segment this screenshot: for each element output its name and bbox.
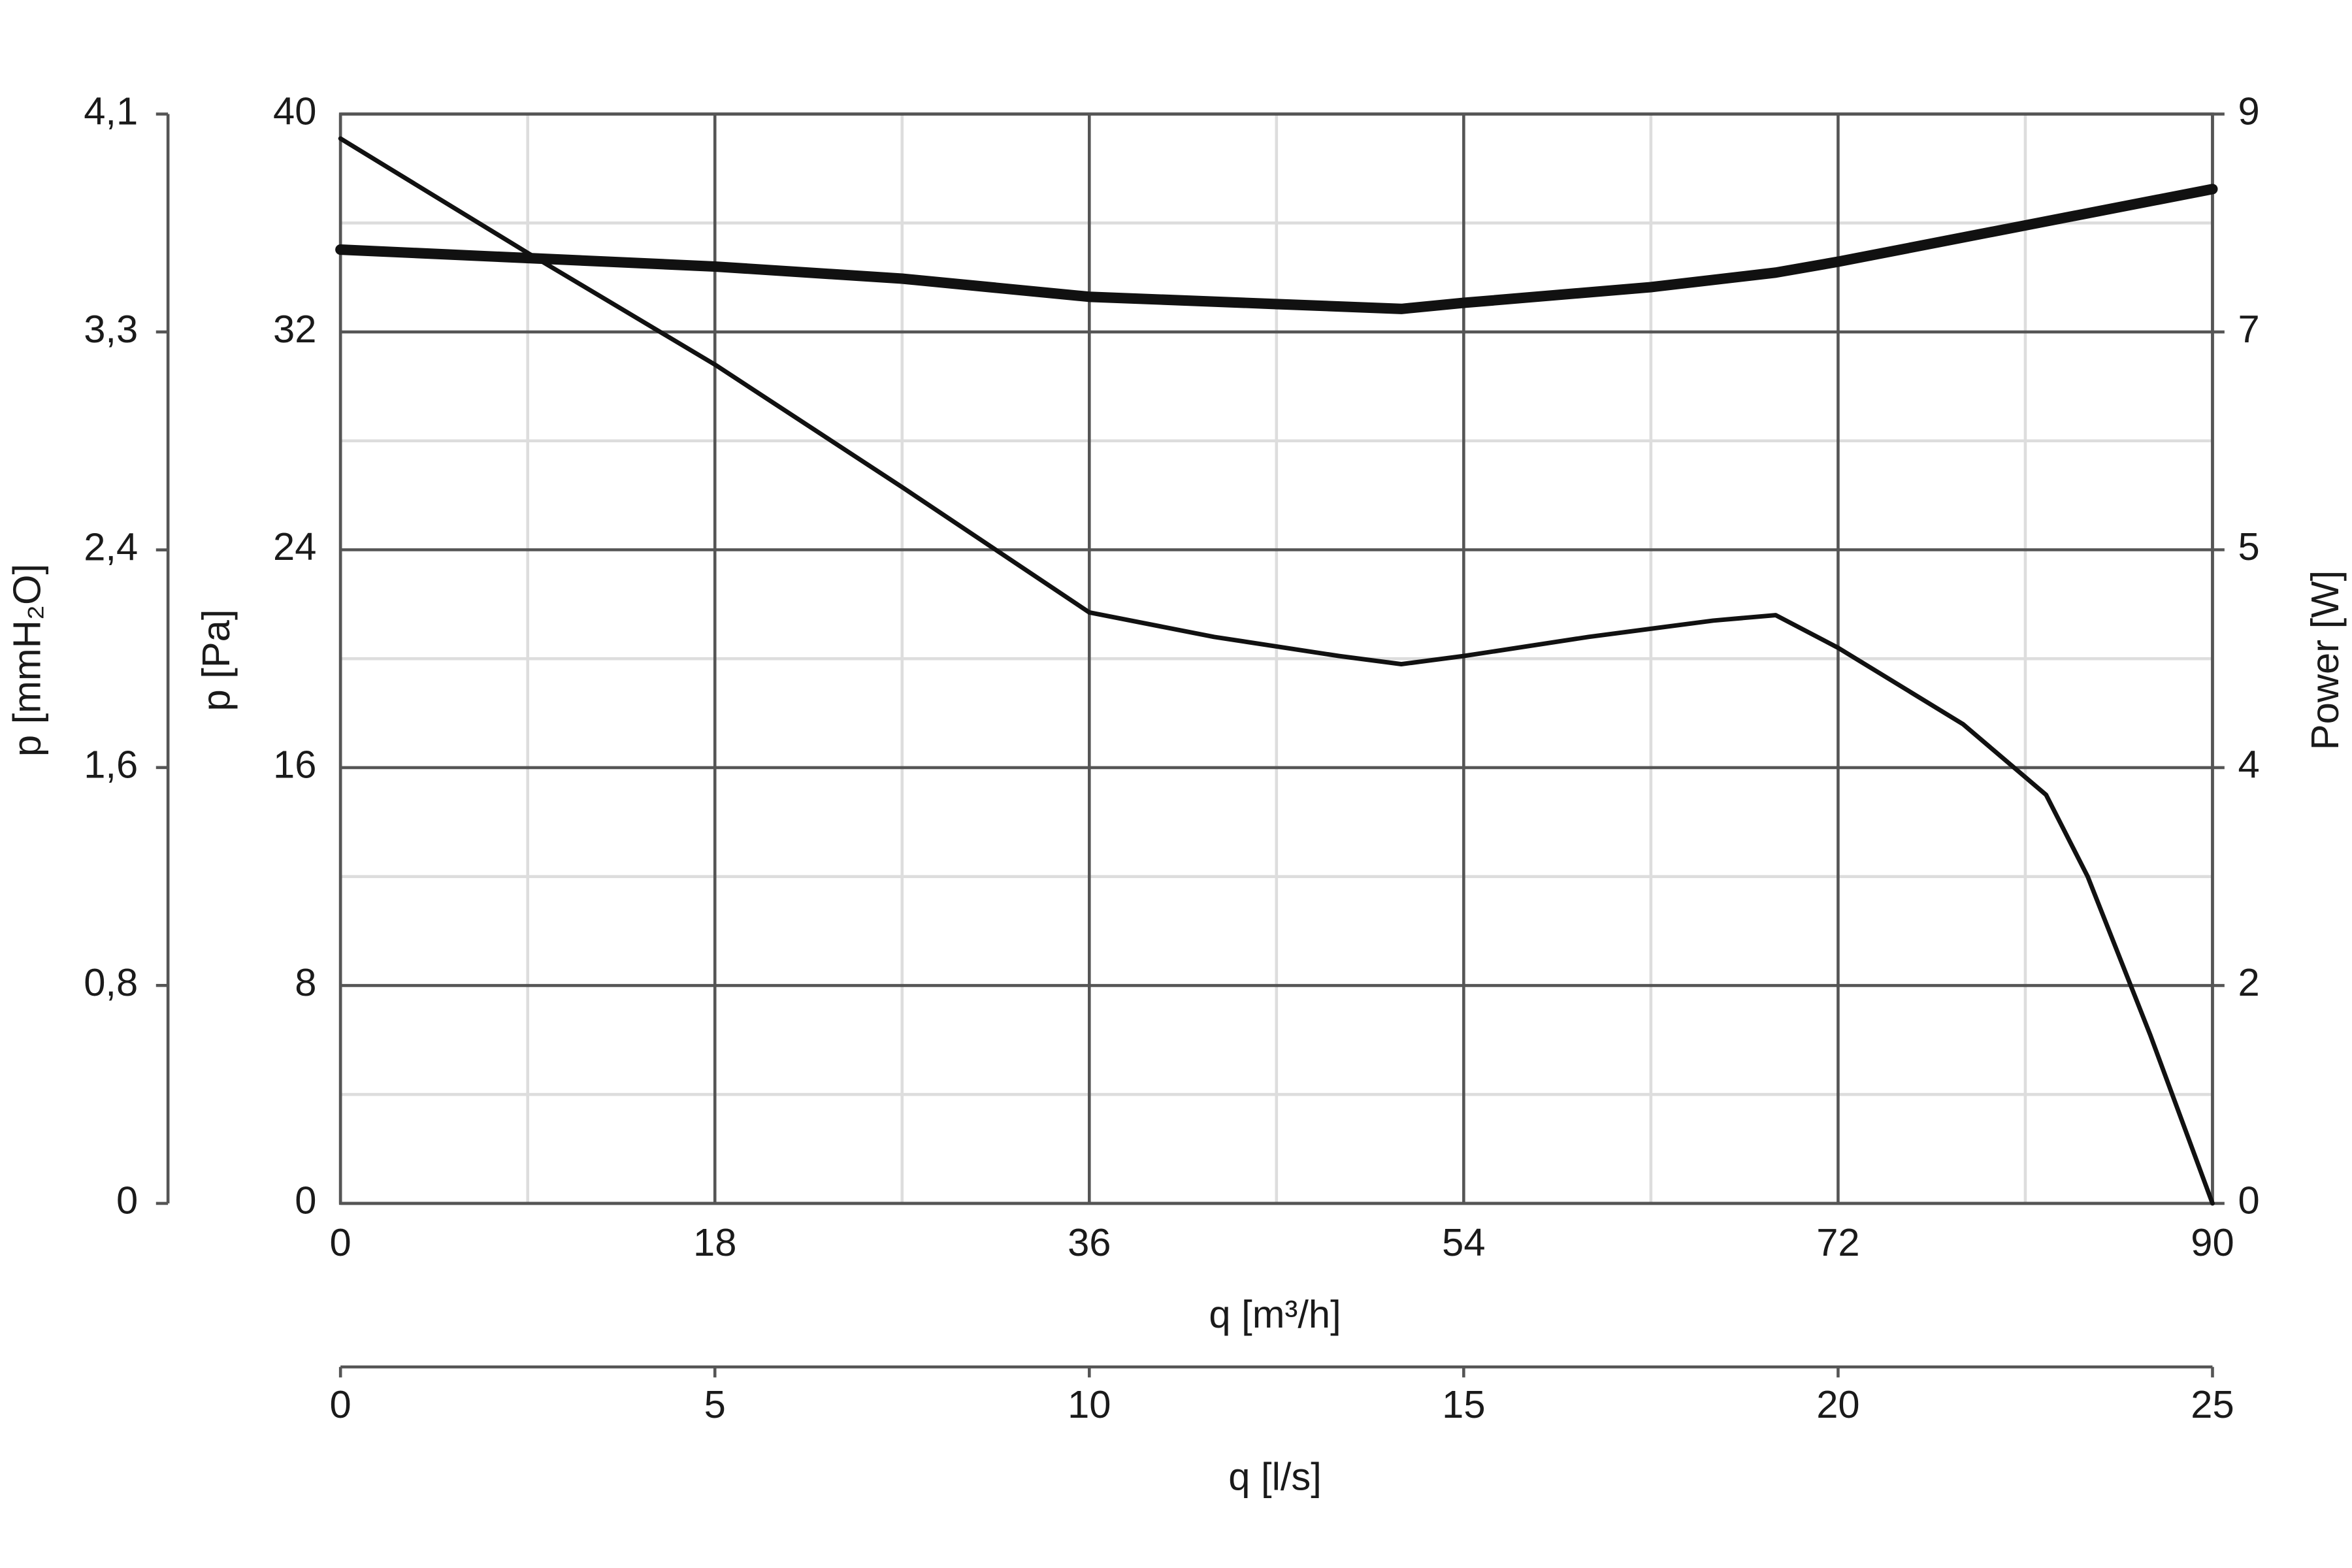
x-tick-label: 90 xyxy=(2191,1220,2234,1264)
y2-tick-label: 7 xyxy=(2238,307,2260,351)
x2-tick-label: 5 xyxy=(704,1382,726,1426)
x2-tick-label: 25 xyxy=(2191,1382,2234,1426)
x-tick-label: 54 xyxy=(1442,1220,1485,1264)
y2-tick-label: 9 xyxy=(2238,89,2260,133)
y3-tick-label: 2,4 xyxy=(84,525,138,568)
x2-tick-label: 20 xyxy=(1816,1382,1859,1426)
y2-tick-label: 4 xyxy=(2238,743,2260,787)
x2-tick-label: 15 xyxy=(1442,1382,1485,1426)
y-tick-label: 8 xyxy=(295,960,316,1004)
x-tick-label: 72 xyxy=(1816,1220,1859,1264)
x-tick-label: 18 xyxy=(693,1220,736,1264)
series-line xyxy=(335,184,2218,314)
y2-tick-label: 0 xyxy=(2238,1179,2260,1222)
y3-tick-label: 0 xyxy=(116,1179,138,1222)
x-tick-label: 36 xyxy=(1068,1220,1111,1264)
y-axis-label: p [Pa] xyxy=(194,610,238,711)
y2-tick-label: 5 xyxy=(2238,525,2260,568)
y-tick-label: 0 xyxy=(295,1179,316,1222)
y3-axis-label: p [mmH₂O] xyxy=(5,564,49,757)
y2-tick-label: 2 xyxy=(2238,960,2260,1004)
y3-tick-label: 0,8 xyxy=(84,960,138,1004)
x2-tick-label: 10 xyxy=(1068,1382,1111,1426)
series-line xyxy=(338,136,2215,1206)
y-tick-label: 32 xyxy=(273,307,316,351)
x-axis-label: q [m³/h] xyxy=(1209,1292,1341,1336)
y2-axis-label: Power [W] xyxy=(2303,570,2347,750)
y-tick-label: 16 xyxy=(273,743,316,787)
y3-tick-label: 1,6 xyxy=(84,743,138,787)
x2-tick-label: 0 xyxy=(330,1382,351,1426)
y3-tick-label: 4,1 xyxy=(84,89,138,133)
y-tick-label: 24 xyxy=(273,525,316,568)
y3-tick-label: 3,3 xyxy=(84,307,138,351)
x-tick-label: 0 xyxy=(330,1220,351,1264)
y-tick-label: 40 xyxy=(273,89,316,133)
x2-axis-label: q [l/s] xyxy=(1228,1454,1322,1498)
plot-frame xyxy=(338,112,2214,1205)
